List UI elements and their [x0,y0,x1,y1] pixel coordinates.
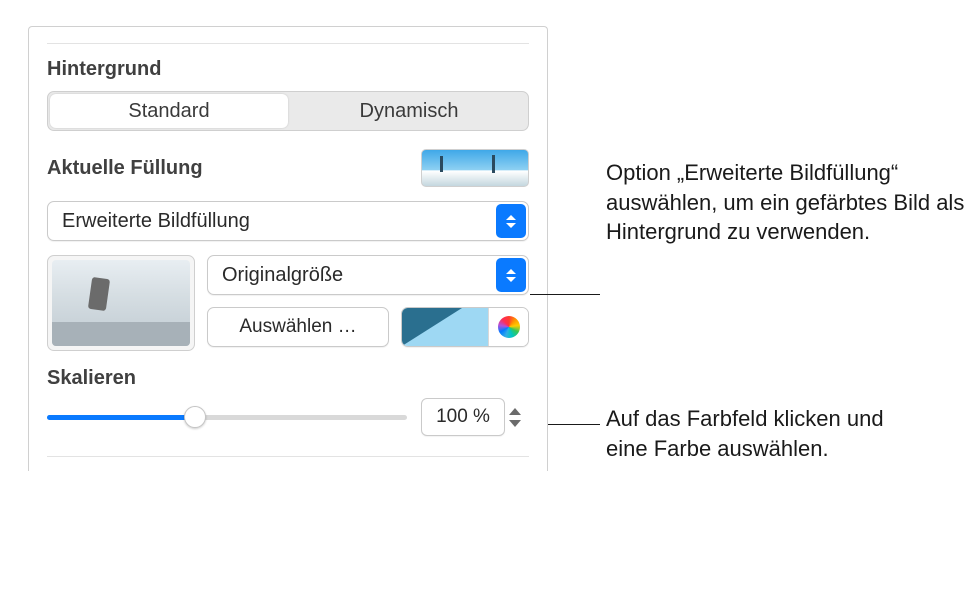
slider-fill [47,415,195,420]
color-swatch[interactable] [402,308,488,346]
slider-knob[interactable] [184,406,206,428]
background-mode-segmented[interactable]: Standard Dynamisch [47,91,529,131]
image-well-preview [52,260,190,346]
bottom-divider [47,456,529,457]
color-wheel-icon [498,316,520,338]
scale-label: Skalieren [47,367,529,390]
top-divider [47,43,529,44]
callout-color-well: Auf das Farbfeld klicken und eine Farbe … [606,404,906,463]
callout-leader-color-well [548,424,600,425]
scale-mode-popup[interactable]: Originalgröße [207,255,529,295]
callout-leader-fill-type [530,294,600,295]
tab-dynamic[interactable]: Dynamisch [290,92,528,130]
stepper-up-icon[interactable] [509,408,521,415]
scale-mode-value: Originalgröße [208,264,494,287]
scale-slider[interactable] [47,407,407,427]
stepper-down-icon[interactable] [509,420,521,427]
image-well[interactable] [47,255,195,351]
current-fill-label: Aktuelle Füllung [47,157,421,180]
tab-standard[interactable]: Standard [50,94,288,128]
background-panel: Hintergrund Standard Dynamisch Aktuelle … [28,26,548,471]
scale-value-field[interactable]: 100 % [421,398,505,436]
section-title: Hintergrund [47,58,529,81]
fill-type-value: Erweiterte Bildfüllung [48,210,494,233]
popup-arrows-icon [496,258,526,292]
tint-color-well[interactable] [401,307,529,347]
scale-stepper[interactable] [509,398,529,436]
fill-type-popup[interactable]: Erweiterte Bildfüllung [47,201,529,241]
color-picker-button[interactable] [488,308,528,346]
choose-image-button[interactable]: Auswählen … [207,307,389,347]
current-fill-preview[interactable] [421,149,529,187]
popup-arrows-icon [496,204,526,238]
callout-fill-type: Option „Erweiterte Bildfüllung“ auswähle… [606,158,966,247]
